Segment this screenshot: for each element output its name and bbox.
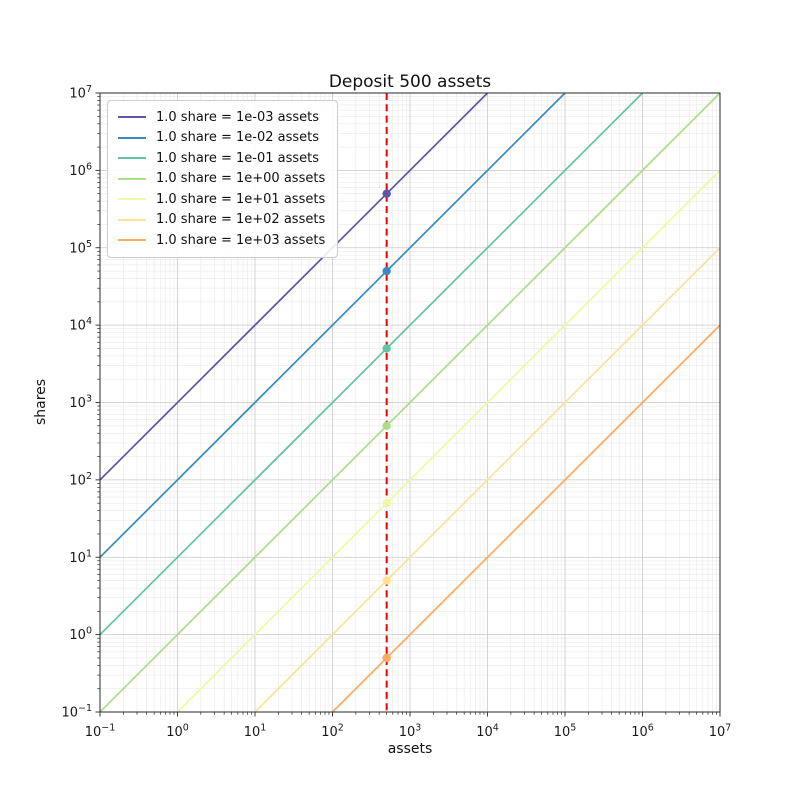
legend-row: 1.0 share = 1e+00 assets (118, 169, 325, 190)
y-axis-label: shares (33, 378, 49, 426)
x-tick-label: 100 (166, 723, 189, 741)
y-tick-label: 100 (69, 626, 92, 644)
legend-line-sample (118, 177, 146, 180)
data-point (382, 189, 391, 198)
y-tick-label: 107 (69, 84, 92, 102)
legend-label: 1.0 share = 1e-02 assets (156, 130, 320, 146)
series-lines (99, 92, 721, 713)
legend-label: 1.0 share = 1e+00 assets (156, 171, 326, 187)
legend-label: 1.0 share = 1e+03 assets (156, 232, 326, 248)
legend-line-sample (118, 136, 146, 139)
data-point (382, 266, 391, 276)
legend-row: 1.0 share = 1e+01 assets (118, 189, 325, 210)
axis-ticks (95, 92, 721, 717)
legend-line-sample (118, 157, 146, 160)
legend-row: 1.0 share = 1e-01 assets (118, 148, 325, 169)
series-line (331, 324, 721, 713)
x-tick-label: 106 (631, 723, 654, 741)
legend-label: 1.0 share = 1e-03 assets (156, 109, 320, 125)
data-point (382, 421, 391, 430)
series-line (99, 92, 566, 558)
legend-line-sample (118, 218, 146, 221)
series-line (99, 92, 644, 636)
y-tick-label: 101 (69, 548, 92, 566)
legend: 1.0 share = 1e-03 assets 1.0 share = 1e-0… (107, 100, 339, 258)
legend-line-sample (118, 239, 146, 242)
x-tick-label: 102 (321, 723, 344, 741)
legend-line-sample (118, 116, 146, 119)
legend-row: 1.0 share = 1e+02 assets (118, 210, 325, 231)
data-point (382, 653, 391, 663)
data-point (382, 344, 391, 353)
y-tick-label: 104 (69, 316, 92, 334)
x-tick-label: 107 (709, 723, 732, 741)
x-tick-label: 104 (476, 723, 499, 741)
y-tick-label: 103 (69, 394, 92, 412)
legend-label: 1.0 share = 1e+02 assets (156, 212, 326, 228)
x-axis-label: assets (387, 741, 433, 757)
series-line (99, 92, 721, 713)
y-tick-label: 105 (69, 239, 92, 257)
x-tick-label: 10−1 (85, 723, 116, 741)
legend-line-sample (118, 198, 146, 201)
legend-label: 1.0 share = 1e+01 assets (156, 191, 326, 207)
data-points (382, 189, 391, 663)
x-tick-label: 105 (554, 723, 577, 741)
data-point (382, 498, 391, 508)
legend-row: 1.0 share = 1e-03 assets (118, 107, 325, 128)
legend-row: 1.0 share = 1e+03 assets (118, 230, 325, 251)
series-line (99, 92, 489, 481)
chart-title: Deposit 500 assets (328, 72, 492, 92)
legend-label: 1.0 share = 1e-01 assets (156, 150, 320, 166)
data-point (382, 576, 391, 585)
x-tick-label: 101 (244, 723, 267, 741)
y-tick-label: 102 (69, 471, 92, 489)
x-tick-label: 103 (399, 723, 422, 741)
series-line (254, 247, 721, 713)
y-tick-label: 10−1 (61, 703, 92, 721)
series-line (176, 169, 721, 713)
legend-row: 1.0 share = 1e-02 assets (118, 128, 325, 149)
y-tick-label: 106 (69, 161, 92, 179)
